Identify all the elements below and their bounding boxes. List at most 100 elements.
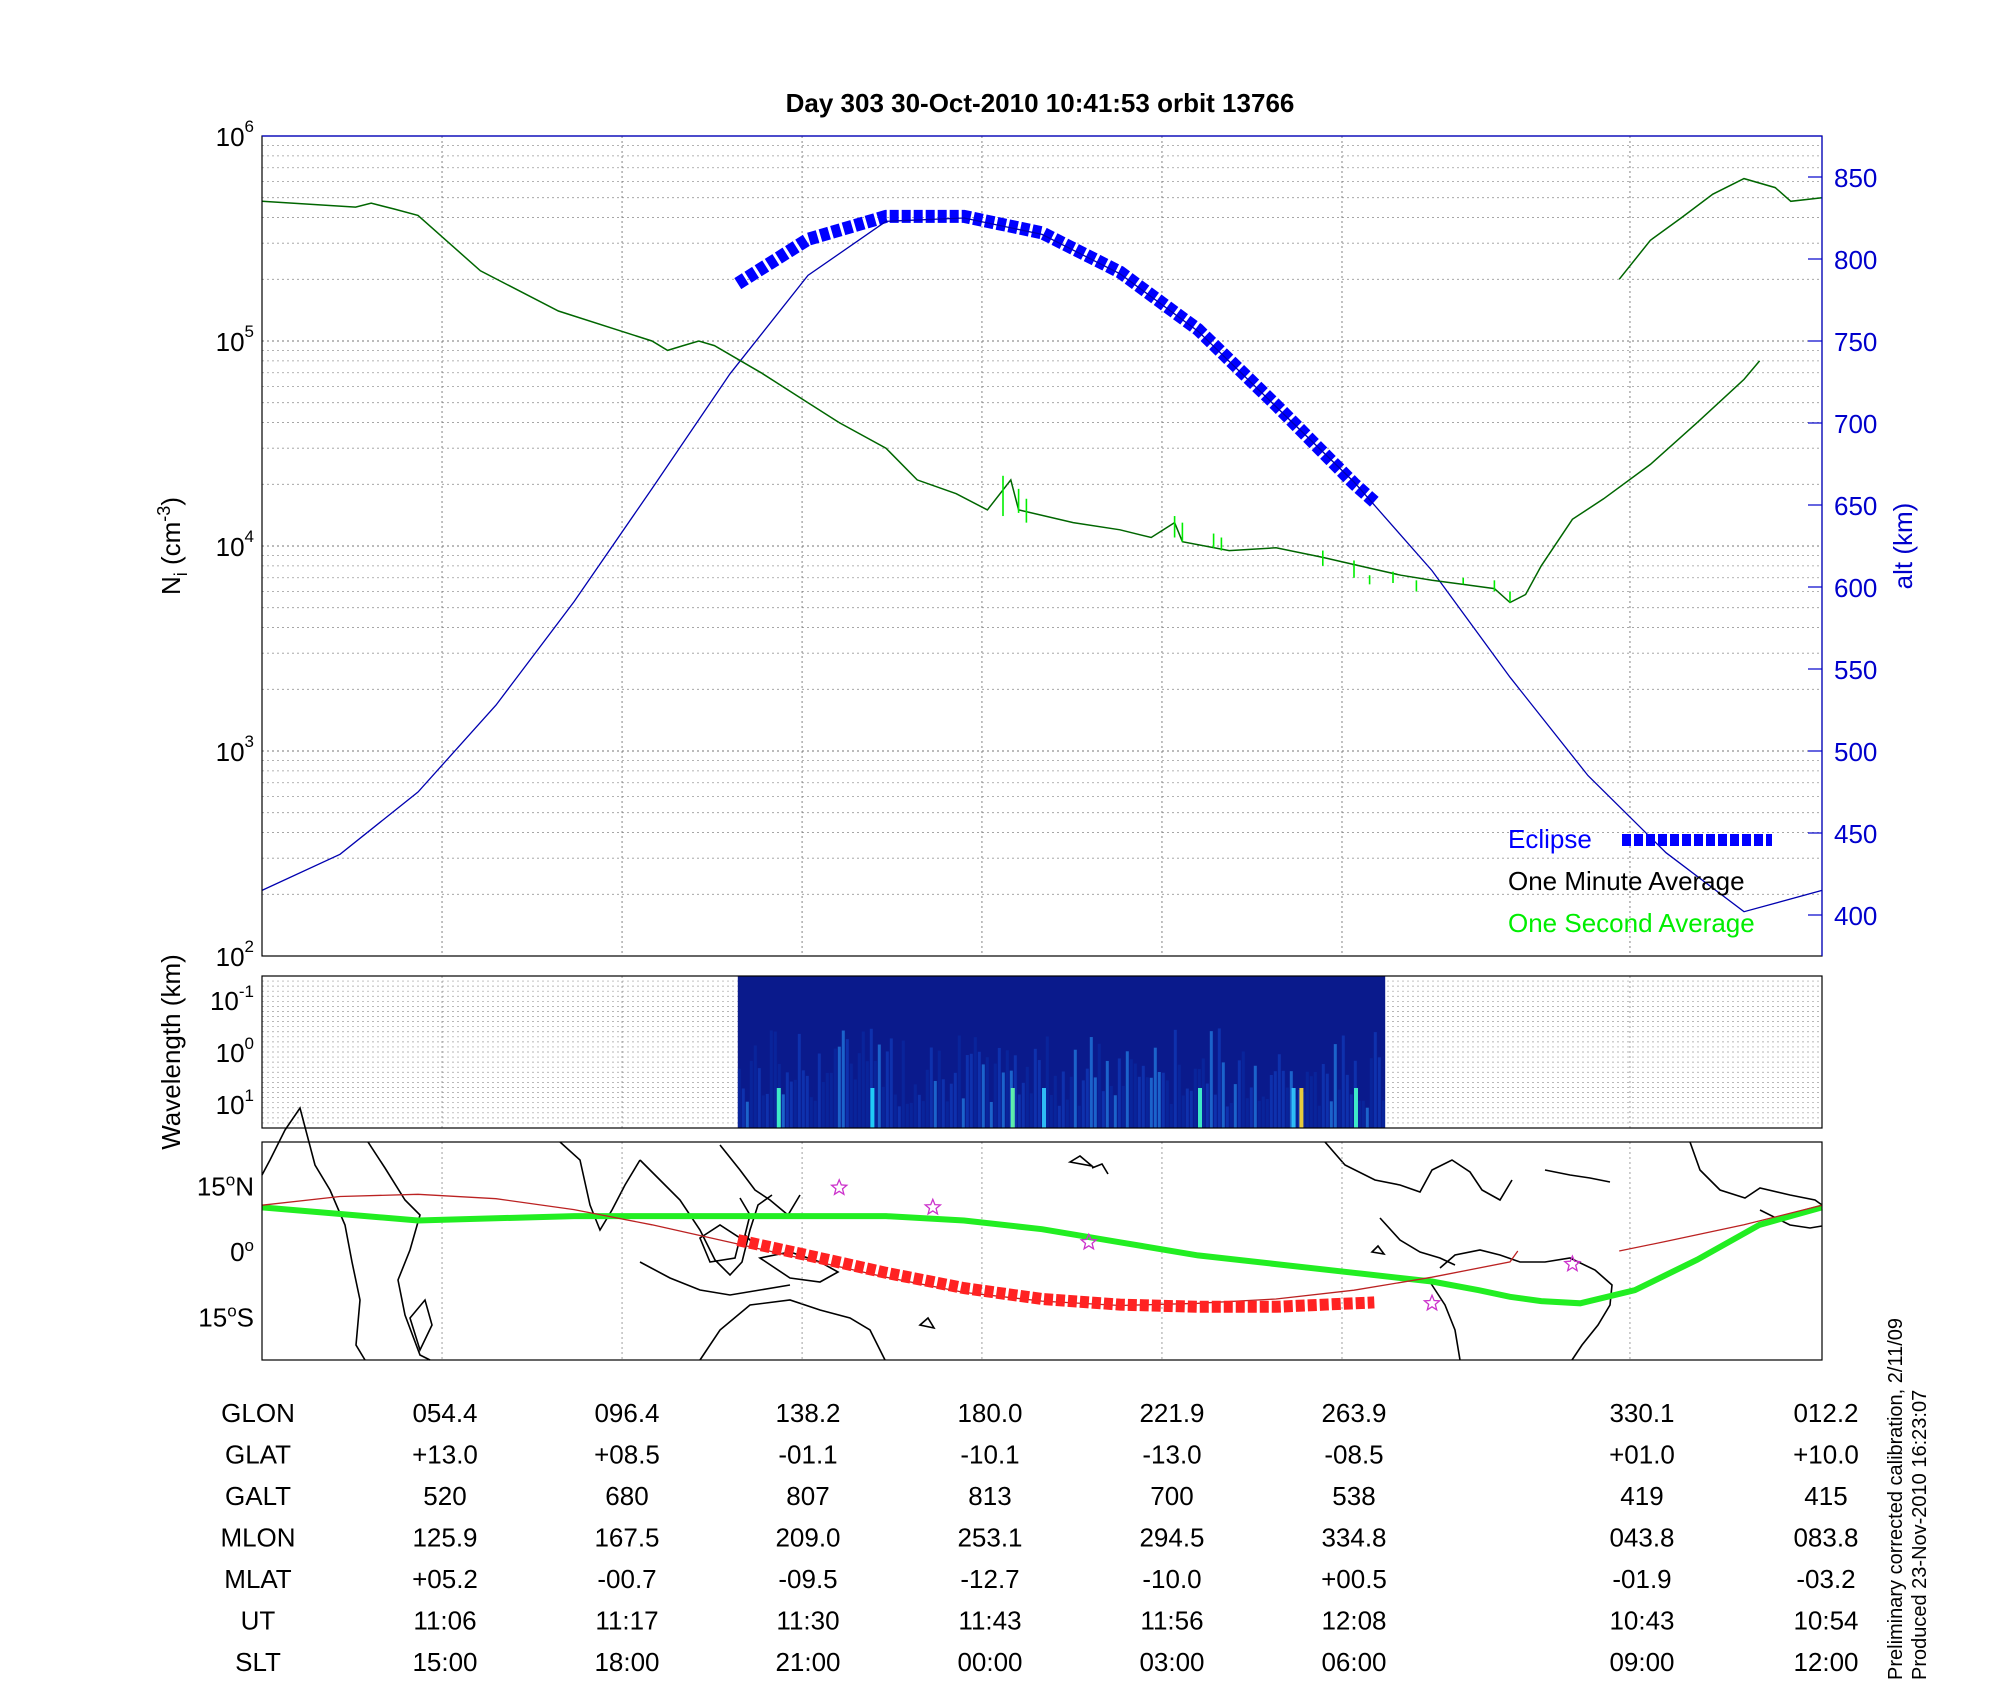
left-tick-base: 10 <box>216 532 245 562</box>
spectrogram-band <box>1237 1060 1241 1128</box>
map-tick-hemisphere: S <box>237 1302 254 1332</box>
left-tick-exponent: 3 <box>245 732 254 751</box>
right-tick-label: 450 <box>1834 819 1877 849</box>
spectrogram-band <box>917 1094 921 1128</box>
table-cell: 083.8 <box>1793 1523 1858 1553</box>
spectrogram-band <box>1157 1072 1161 1128</box>
spectrogram-band <box>869 1028 873 1128</box>
left-axis-label-main: N <box>156 576 186 595</box>
spectrogram-band <box>1089 1037 1093 1128</box>
table-cell: -10.1 <box>960 1440 1019 1470</box>
table-row-label: MLAT <box>224 1564 292 1594</box>
spectrogram-band <box>1021 1082 1025 1128</box>
spectrogram-band <box>1213 1094 1217 1128</box>
coast-india <box>559 1141 641 1232</box>
spectrogram-band <box>1281 1070 1285 1128</box>
table-cell: 10:54 <box>1793 1606 1858 1636</box>
spectrogram-band <box>1185 1088 1189 1128</box>
spectrogram-band <box>1013 1055 1017 1128</box>
spectrogram-band <box>793 1079 797 1128</box>
spectrogram-band <box>749 1060 753 1128</box>
coastlines <box>261 1106 1823 1361</box>
spectrogram-band <box>985 1057 989 1128</box>
map-eclipse-track <box>736 1234 1375 1313</box>
spectrogram-band <box>1133 1063 1137 1128</box>
table-cell: 680 <box>605 1481 648 1511</box>
spectrogram-band <box>961 1098 965 1128</box>
spectrogram-band <box>857 1053 861 1128</box>
station-star <box>1422 1293 1442 1312</box>
table-cell: 125.9 <box>412 1523 477 1553</box>
spectrogram-band <box>1205 1083 1209 1128</box>
map-tick-label: 0o <box>230 1236 254 1267</box>
map-tick-value: 15 <box>197 1172 226 1202</box>
spectrogram-band <box>1253 1065 1257 1128</box>
top-grid <box>262 136 1822 957</box>
spectrogram-band <box>837 1046 841 1128</box>
spectrogram-band <box>769 1030 773 1128</box>
spectrogram-band <box>1349 1094 1353 1128</box>
table-cell: 12:00 <box>1793 1647 1858 1677</box>
orbit-track-tail <box>1619 1204 1823 1252</box>
spectrogram-band <box>1177 1064 1181 1128</box>
left-tick-base: 10 <box>216 942 245 972</box>
spectrogram-band <box>849 1063 853 1128</box>
spectrogram-band <box>761 1095 765 1128</box>
table-cell: -10.0 <box>1142 1564 1201 1594</box>
coast-central-america <box>1379 1217 1456 1266</box>
spectrogram-band <box>853 1079 857 1128</box>
table-row-label: MLON <box>220 1523 295 1553</box>
spectrogram-band <box>1261 1096 1265 1128</box>
table-cell: 807 <box>786 1481 829 1511</box>
spectrogram-band <box>833 1048 837 1128</box>
table-cell: 520 <box>423 1481 466 1511</box>
station-star <box>829 1178 849 1196</box>
spectrogram-band <box>1217 1028 1221 1128</box>
table-cell: +10.0 <box>1793 1440 1859 1470</box>
table-cell: 11:43 <box>958 1606 1021 1636</box>
right-tick-label: 400 <box>1834 901 1877 931</box>
altitude-line <box>261 217 1823 913</box>
table-cell: -03.2 <box>1796 1564 1855 1594</box>
coast-island-a <box>1067 1155 1095 1168</box>
spectrogram-band <box>933 1080 937 1128</box>
spectrogram-band <box>1361 1100 1365 1128</box>
table-cell: +00.5 <box>1321 1564 1387 1594</box>
right-tick-label: 850 <box>1834 163 1877 193</box>
station-star <box>923 1197 943 1216</box>
spectrogram-band <box>1169 1103 1173 1128</box>
chart-title: Day 303 30-Oct-2010 10:41:53 orbit 13766 <box>786 88 1295 118</box>
footnote-calibration: Preliminary corrected calibration, 2/11/… <box>1885 1318 1907 1680</box>
spectrogram-band <box>977 1051 981 1128</box>
table-cell: -12.7 <box>960 1564 1019 1594</box>
table-cell: 15:00 <box>412 1647 477 1677</box>
spectrogram-band <box>809 1097 813 1128</box>
spectrogram-band <box>993 1063 997 1128</box>
spectrogram-band <box>893 1094 897 1128</box>
spectrogram-band <box>1277 1054 1281 1128</box>
spectrogram-band <box>949 1083 953 1128</box>
spectrogram-band <box>997 1047 1001 1128</box>
right-axis-label: alt (km) <box>1888 503 1918 590</box>
spectrogram-band <box>1297 1090 1301 1128</box>
spectrogram-band <box>801 1070 805 1128</box>
spectrogram-band <box>913 1084 917 1128</box>
spectrogram-tick-exponent: 1 <box>245 1086 254 1105</box>
right-tick-label: 500 <box>1834 737 1877 767</box>
station-star <box>1563 1254 1582 1273</box>
table-cell: 043.8 <box>1609 1523 1674 1553</box>
spectrogram-band <box>945 1101 949 1128</box>
table-cell: -01.9 <box>1612 1564 1671 1594</box>
spectrogram-band <box>965 1055 969 1128</box>
table-cell: -09.5 <box>778 1564 837 1594</box>
spectrogram-band <box>1325 1073 1329 1128</box>
left-tick-exponent: 6 <box>245 117 254 136</box>
spectrogram-band <box>737 1068 741 1128</box>
table-row-label: GLAT <box>225 1440 291 1470</box>
spectrogram-band <box>1029 1093 1033 1128</box>
spectrogram-band <box>881 1086 885 1128</box>
spectrogram-band <box>1121 1085 1125 1128</box>
spectrogram-band <box>741 1088 745 1128</box>
spectrogram-band <box>877 1044 881 1128</box>
spectrogram-band <box>1125 1051 1129 1128</box>
